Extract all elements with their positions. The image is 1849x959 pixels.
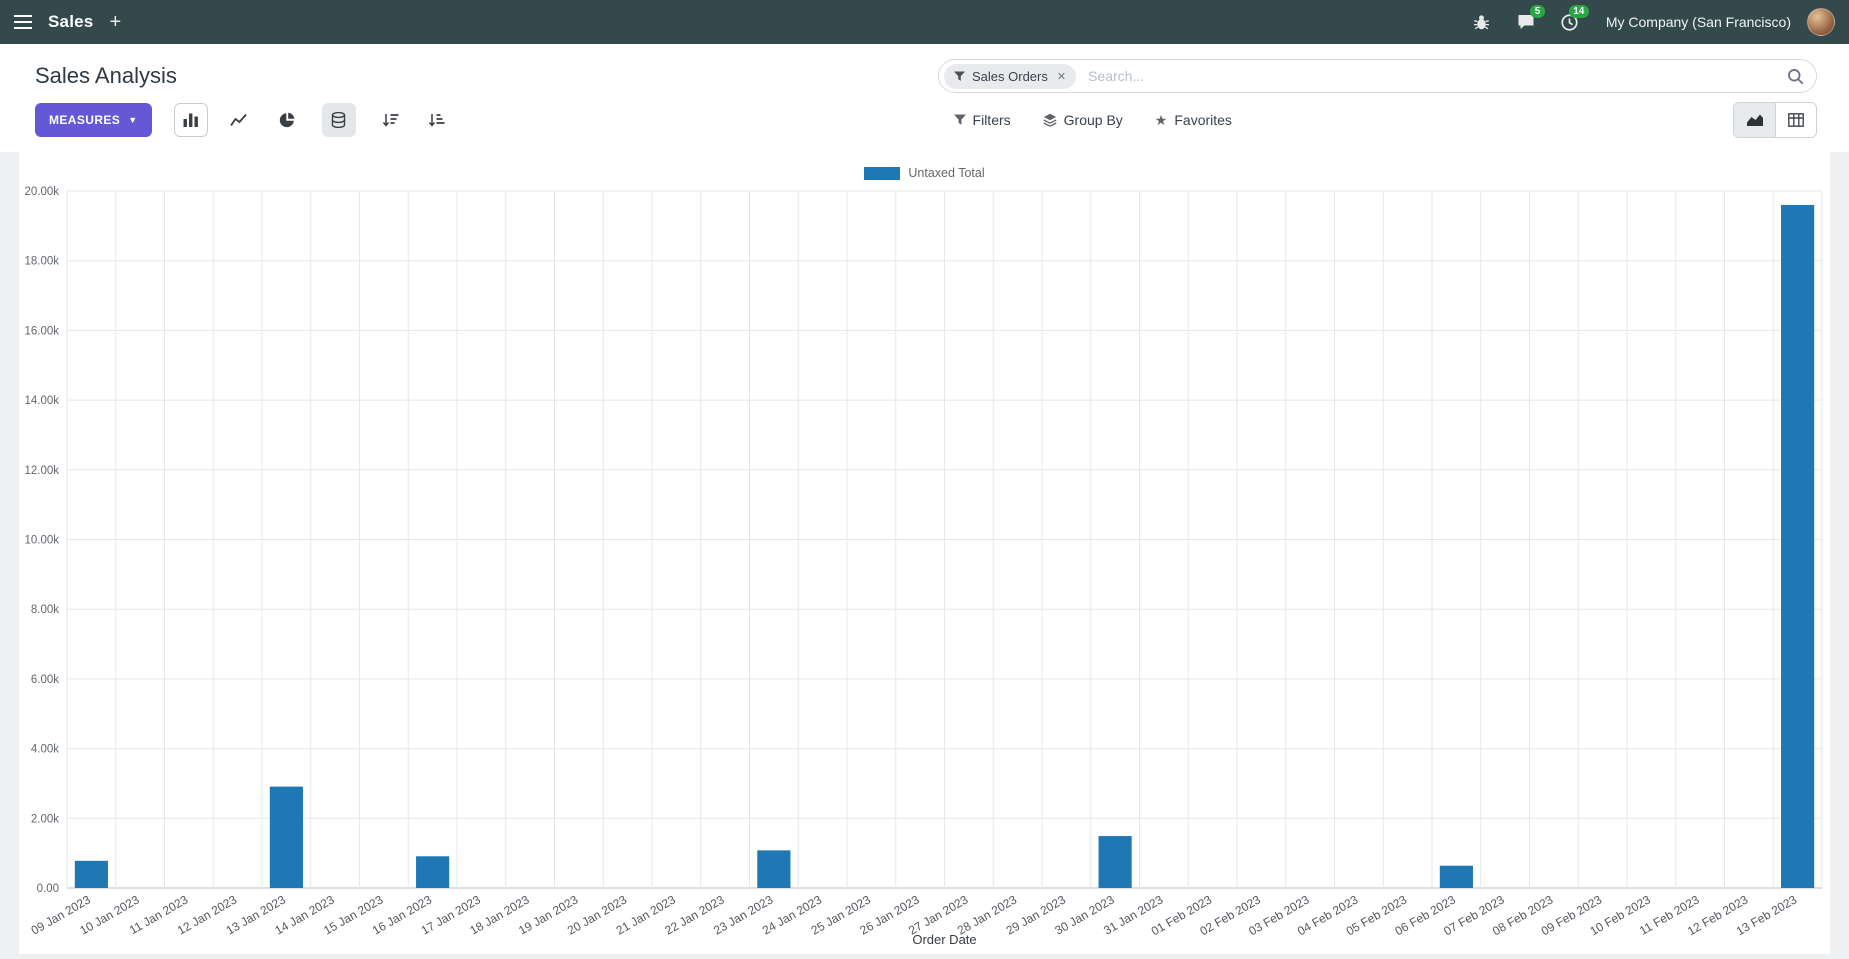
- apps-menu-button[interactable]: [14, 15, 32, 29]
- measures-button[interactable]: Measures ▼: [35, 103, 152, 137]
- chart-bar[interactable]: [1098, 836, 1132, 888]
- activities-button[interactable]: 14: [1552, 4, 1589, 40]
- funnel-icon: [954, 70, 965, 81]
- chart-legend[interactable]: Untaxed Total: [19, 152, 1830, 186]
- sales-analysis-bar-chart: 0.00 2.00k 4.00k 6.00k 8.00k 10.00k 12.00k 14.0…: [24, 186, 1823, 947]
- filters-label: Filters: [972, 112, 1011, 128]
- y-axis-tick-label: 12.00k: [24, 465, 59, 477]
- hamburger-icon: [14, 15, 32, 29]
- messages-count-badge: 5: [1530, 5, 1545, 18]
- app-name[interactable]: Sales: [48, 12, 94, 31]
- control-panel: Sales Analysis Sales Orders ✕ Measures ▼: [0, 44, 1849, 152]
- y-axis-tick-label: 18.00k: [24, 256, 59, 268]
- sort-ascending-icon: [428, 114, 445, 127]
- view-switcher: [1733, 102, 1817, 138]
- page-title: Sales Analysis: [35, 63, 177, 88]
- chart-options-group: [321, 103, 356, 137]
- chart-bar[interactable]: [269, 786, 303, 888]
- navbar-plus-button[interactable]: +: [109, 12, 121, 32]
- favorites-button[interactable]: ★ Favorites: [1153, 108, 1234, 132]
- y-axis-tick-label: 16.00k: [24, 325, 59, 337]
- chart-type-group: [173, 103, 304, 137]
- user-avatar[interactable]: [1807, 8, 1835, 36]
- pie-chart-button[interactable]: [270, 103, 304, 137]
- stacked-toggle-button[interactable]: [321, 103, 356, 137]
- graph-view-button[interactable]: [1734, 103, 1775, 137]
- x-axis-title: Order Date: [912, 932, 976, 947]
- chat-bubble-icon: [1518, 15, 1534, 29]
- measures-label: Measures: [49, 113, 121, 127]
- activities-count-badge: 14: [1568, 5, 1589, 18]
- line-chart-icon: [230, 113, 247, 127]
- filters-button[interactable]: Filters: [952, 108, 1013, 132]
- funnel-icon: [953, 114, 966, 125]
- control-panel-top-row: Sales Analysis Sales Orders ✕: [35, 54, 1817, 98]
- bar-chart-button[interactable]: [173, 103, 208, 137]
- y-axis-tick-label: 14.00k: [24, 395, 59, 407]
- sort-descending-button[interactable]: [374, 103, 408, 137]
- chevron-down-icon: ▼: [128, 115, 138, 125]
- search-bar[interactable]: Sales Orders ✕: [938, 59, 1817, 93]
- sort-descending-icon: [382, 114, 399, 127]
- search-facet-sales-orders[interactable]: Sales Orders ✕: [944, 63, 1077, 89]
- debug-mode-button[interactable]: [1464, 4, 1500, 40]
- group-by-label: Group By: [1063, 112, 1123, 128]
- group-by-button[interactable]: Group By: [1041, 108, 1125, 132]
- bar-chart-icon: [183, 113, 198, 127]
- legend-swatch: [864, 166, 901, 180]
- favorites-label: Favorites: [1174, 112, 1232, 128]
- database-stack-icon: [331, 112, 346, 128]
- y-axis-tick-label: 10.00k: [24, 535, 59, 547]
- line-chart-button[interactable]: [222, 103, 256, 137]
- y-axis-tick-label: 4.00k: [31, 744, 59, 756]
- close-icon: ✕: [1056, 70, 1067, 83]
- legend-label: Untaxed Total: [908, 166, 985, 180]
- pivot-table-icon: [1788, 113, 1804, 127]
- star-icon: ★: [1154, 112, 1168, 128]
- sort-ascending-button[interactable]: [420, 103, 454, 137]
- chart-bar[interactable]: [1781, 204, 1815, 888]
- plus-icon: +: [109, 11, 122, 33]
- pivot-view-button[interactable]: [1775, 103, 1816, 137]
- y-axis-tick-label: 6.00k: [31, 674, 59, 686]
- chart-bar[interactable]: [416, 856, 450, 888]
- graph-view-container: Untaxed Total 0.00 2.00k 4.00k 6.00k 8.00k 10…: [19, 152, 1830, 954]
- search-options-cluster: Filters Group By ★ Favorites: [952, 108, 1234, 132]
- messages-button[interactable]: 5: [1508, 4, 1545, 40]
- navbar-left: Sales +: [14, 12, 121, 32]
- chart-bar[interactable]: [74, 860, 108, 888]
- search-icon[interactable]: [1787, 68, 1804, 85]
- chart-bar[interactable]: [757, 850, 791, 888]
- chart-plot-area: 0.00 2.00k 4.00k 6.00k 8.00k 10.00k 12.00k 14.0…: [19, 186, 1830, 954]
- y-axis-tick-label: 20.00k: [24, 186, 59, 198]
- y-axis-tick-label: 0.00: [37, 883, 59, 895]
- y-axis-tick-label: 2.00k: [31, 813, 59, 825]
- pie-chart-icon: [279, 112, 294, 128]
- facet-remove-button[interactable]: ✕: [1057, 70, 1066, 83]
- company-switcher[interactable]: My Company (San Francisco): [1605, 14, 1791, 30]
- search-input[interactable]: [1086, 67, 1777, 85]
- area-chart-icon: [1746, 114, 1763, 126]
- search-facet-label: Sales Orders: [972, 68, 1048, 84]
- sort-group: [374, 103, 454, 137]
- layers-icon: [1043, 113, 1057, 127]
- y-axis-tick-label: 8.00k: [31, 604, 59, 616]
- top-navbar: Sales + 5 14 My Company (San Francis: [0, 0, 1849, 44]
- chart-bar[interactable]: [1439, 865, 1473, 888]
- navbar-systray: 5 14 My Company (San Francisco): [1464, 4, 1835, 40]
- bug-icon: [1474, 14, 1490, 29]
- control-panel-toolbar: Measures ▼: [35, 100, 1817, 140]
